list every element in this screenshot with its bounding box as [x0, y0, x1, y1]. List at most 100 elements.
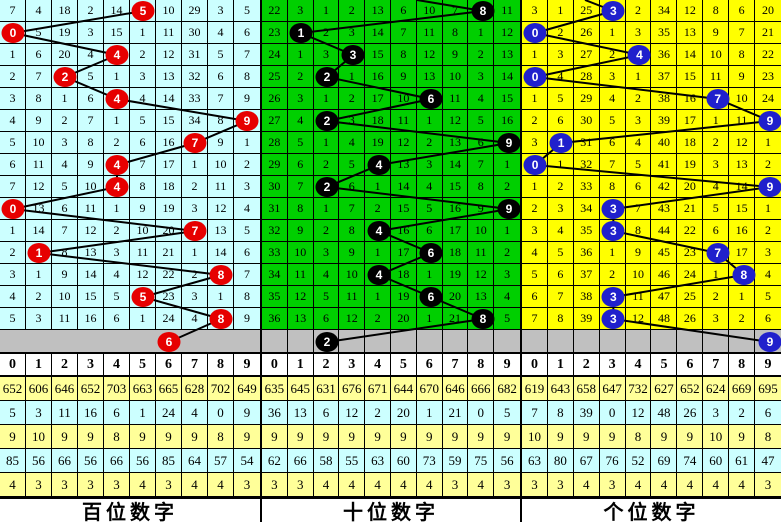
miss-cell: 14: [442, 154, 469, 176]
miss-cell: 24: [262, 44, 288, 66]
table-row: 1 2 33 8 6 42 20 4 14: [522, 176, 781, 198]
miss-cell: 17: [442, 220, 469, 242]
digit-header-cell: 9: [764, 356, 772, 372]
gray-cell: [234, 330, 260, 352]
drawn-ball: 1: [289, 23, 313, 43]
miss-cell: 19: [365, 132, 391, 154]
stat-cell: 652: [677, 377, 704, 401]
miss-cell: 7: [599, 154, 626, 176]
stat-cell: 9: [313, 425, 340, 449]
miss-cell: 11: [442, 88, 469, 110]
stat-cell: 3: [156, 473, 182, 497]
miss-cell: 7: [208, 88, 234, 110]
miss-cell: 8: [729, 44, 756, 66]
stat-cell: 649: [234, 377, 260, 401]
miss-cell: 16: [442, 198, 469, 220]
table-row: 1 6 20 4 2 12 31 5 7: [0, 44, 260, 66]
miss-cell: 34: [262, 264, 288, 286]
miss-cell: 2: [104, 132, 130, 154]
miss-cell: 37: [573, 264, 600, 286]
miss-cell: 12: [494, 22, 520, 44]
miss-cell: 7: [234, 264, 260, 286]
gray-cell: [339, 330, 366, 352]
miss-cell: 36: [651, 44, 678, 66]
miss-cell: 16: [78, 308, 104, 330]
miss-cell: 3: [182, 198, 208, 220]
miss-cell: 1: [755, 132, 781, 154]
panel-hundreds: 7 4 18 2 14 10 29 3 5 5 19 3 15 1 11 30 4 6 1 6 20 4 2 12 31 5 7 2 7…: [0, 0, 260, 522]
miss-cell: 6: [703, 220, 730, 242]
stat-cell: 3: [26, 401, 52, 425]
stat-cell: 3: [522, 473, 548, 497]
stat-cell: 9: [599, 425, 626, 449]
miss-cell: 8: [625, 220, 652, 242]
miss-cell: 1: [729, 286, 756, 308]
drawn-ball: 5: [131, 1, 155, 21]
miss-cell: 13: [416, 66, 443, 88]
table-row: 34 11 4 10 18 1 19 12 3: [262, 264, 520, 286]
panel-tens: 22 3 1 2 13 6 10 7 11 23 2 3 14 7 11 8 1 12 24 1 3 15 8 12 9 2 13 2…: [260, 0, 521, 522]
miss-cell: 3: [313, 242, 340, 264]
stats-row: 619 643 658 647 732 627 652 624 669 695: [522, 377, 781, 401]
stat-cell: 4: [651, 473, 678, 497]
miss-cell: 26: [262, 88, 288, 110]
drawn-ball: 4: [367, 265, 391, 285]
stat-cell: 663: [130, 377, 156, 401]
drawn-ball: 8: [732, 265, 756, 285]
miss-cell: 12: [677, 0, 704, 22]
miss-cell: 36: [573, 242, 600, 264]
miss-cell: 23: [755, 66, 781, 88]
table-row: 7 8 39 12 48 26 3 2 6: [522, 308, 781, 330]
table-row: 1 32 7 5 41 19 3 13 2: [522, 154, 781, 176]
stat-cell: 4: [573, 473, 600, 497]
miss-cell: 9: [208, 132, 234, 154]
miss-cell: 3: [234, 176, 260, 198]
stat-cell: 57: [208, 449, 234, 473]
miss-cell: 46: [651, 264, 678, 286]
stat-cell: 9: [729, 425, 756, 449]
miss-cell: 21: [156, 242, 182, 264]
miss-cell: 2: [703, 286, 730, 308]
miss-cell: 15: [442, 176, 469, 198]
miss-cell: 10: [390, 88, 417, 110]
trend-grid-units: 3 1 25 2 34 12 8 6 20 2 26 1 3 35 13 9 7 21 1 3 27 2 36 14 10 8 22…: [522, 0, 781, 354]
miss-cell: 31: [262, 198, 288, 220]
miss-cell: 42: [651, 176, 678, 198]
miss-cell: 5: [0, 308, 26, 330]
latest-row: [522, 330, 781, 354]
miss-cell: 10: [130, 220, 156, 242]
miss-cell: 10: [729, 88, 756, 110]
miss-cell: 9: [234, 308, 260, 330]
miss-cell: 6: [234, 242, 260, 264]
miss-cell: 14: [677, 44, 704, 66]
miss-cell: 12: [208, 198, 234, 220]
table-row: 28 5 1 4 19 12 2 13 6: [262, 132, 520, 154]
miss-cell: 4: [208, 22, 234, 44]
miss-cell: 5: [313, 286, 340, 308]
miss-cell: 22: [156, 264, 182, 286]
miss-cell: 2: [599, 264, 626, 286]
miss-cell: 10: [339, 264, 366, 286]
stat-cell: 39: [573, 401, 600, 425]
miss-cell: 8: [703, 0, 730, 22]
stat-cell: 75: [468, 449, 495, 473]
drawn-ball: 2: [315, 177, 339, 197]
miss-cell: 8: [26, 88, 52, 110]
table-row: 32 9 2 8 16 6 17 10 1: [262, 220, 520, 242]
miss-cell: 13: [208, 220, 234, 242]
miss-cell: 13: [494, 44, 520, 66]
stat-cell: 627: [651, 377, 678, 401]
miss-cell: 1: [547, 154, 574, 176]
miss-cell: 4: [130, 88, 156, 110]
drawn-ball: 9: [758, 111, 781, 131]
miss-cell: 8: [547, 308, 574, 330]
miss-cell: 5: [234, 220, 260, 242]
miss-cell: 8: [339, 220, 366, 242]
miss-cell: 6: [339, 176, 366, 198]
drawn-ball: 7: [183, 221, 207, 241]
digit-header-cell: 7: [703, 354, 730, 375]
table-row: 2 6 30 5 3 39 17 1 11: [522, 110, 781, 132]
miss-cell: 2: [416, 132, 443, 154]
gray-cell: [468, 330, 495, 352]
